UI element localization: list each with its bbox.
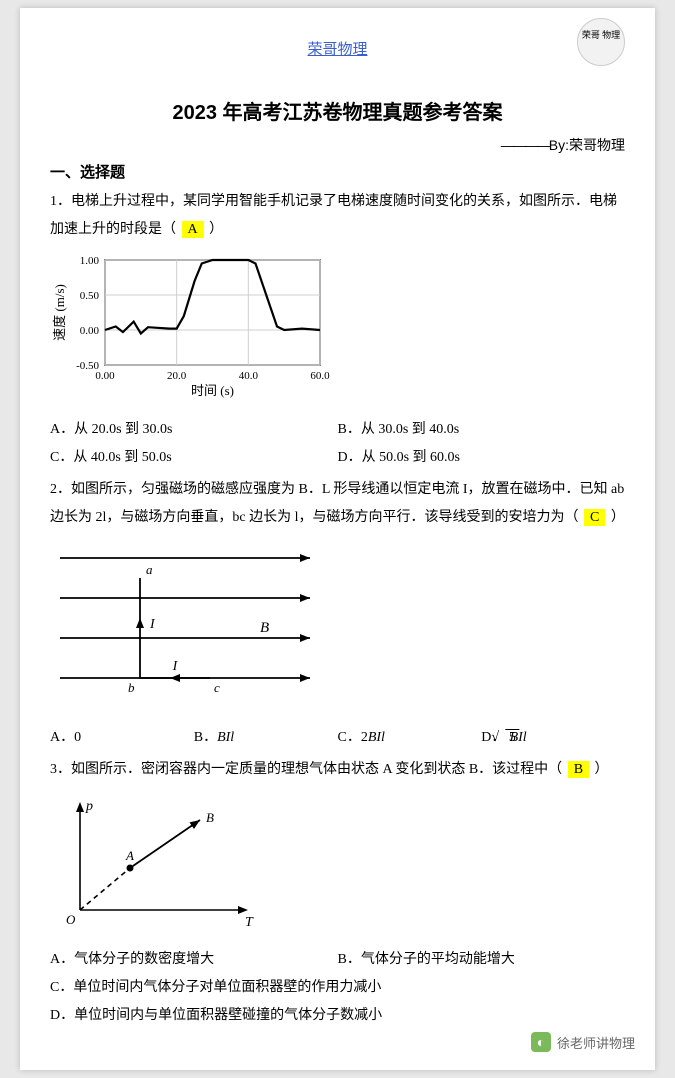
q3-answer: B: [568, 761, 589, 778]
byline-text: By:荣哥物理: [549, 137, 625, 153]
q1-answer: A: [182, 221, 204, 238]
q3-stem-a: 3．如图所示．密闭容器内一定质量的理想气体由状态 A 变化到状态 B．该过程中（: [50, 762, 562, 777]
svg-text:B: B: [206, 810, 214, 825]
q1-opt-a: A．从 20.0s 到 30.0s: [50, 416, 338, 444]
svg-text:60.0: 60.0: [310, 370, 330, 382]
q2-stem-b: ）: [611, 510, 625, 525]
svg-text:B: B: [260, 620, 269, 636]
q3-stem-b: ）: [595, 762, 609, 777]
svg-text:a: a: [146, 562, 153, 577]
watermark: ◐ 徐老师讲物理: [531, 1032, 635, 1052]
watermark-text: 徐老师讲物理: [557, 1033, 635, 1052]
svg-text:T: T: [245, 915, 254, 930]
svg-text:I: I: [149, 617, 156, 632]
q2-options: A．0 B．BIl C．2BIl D． 5 √ BIl: [50, 724, 625, 752]
q1-opt-b: B．从 30.0s 到 40.0s: [338, 416, 626, 444]
svg-text:O: O: [66, 912, 76, 927]
q2-opt-c: C．2BIl: [338, 724, 482, 752]
q3-opt-a: A．气体分子的数密度增大: [50, 946, 338, 974]
q2-answer: C: [584, 509, 605, 526]
svg-text:0.00: 0.00: [80, 325, 100, 337]
svg-text:b: b: [128, 680, 135, 695]
q2-opt-d: D． 5 √ BIl: [481, 724, 625, 752]
q1-options: A．从 20.0s 到 30.0s B．从 30.0s 到 40.0s C．从 …: [50, 416, 625, 472]
q3-opt-c: C．单位时间内气体分子对单位面积器壁的作用力减小: [50, 974, 625, 1002]
svg-text:1.00: 1.00: [80, 255, 100, 267]
q3-diagram: Op T A B: [50, 790, 270, 940]
svg-text:40.0: 40.0: [239, 370, 259, 382]
brand-logo: 荣哥 物理: [577, 18, 625, 66]
svg-text:时间 (s): 时间 (s): [191, 383, 234, 398]
q3-text: 3．如图所示．密闭容器内一定质量的理想气体由状态 A 变化到状态 B．该过程中（…: [50, 756, 625, 784]
q3-options: A．气体分子的数密度增大 B．气体分子的平均动能增大 C．单位时间内气体分子对单…: [50, 946, 625, 1030]
svg-text:c: c: [214, 680, 220, 695]
q2-opt-a: A．0: [50, 724, 194, 752]
q2-text: 2．如图所示，匀强磁场的磁感应强度为 B．L 形导线通以恒定电流 I，放置在磁场…: [50, 476, 625, 532]
header: 荣哥物理 荣哥 物理: [50, 28, 625, 76]
svg-text:0.50: 0.50: [80, 290, 100, 302]
q1-stem-a: 1．电梯上升过程中，某同学用智能手机记录了电梯速度随时间变化的关系，如图所示．电…: [50, 194, 617, 237]
svg-text:速度 (m/s): 速度 (m/s): [52, 284, 67, 341]
svg-text:p: p: [85, 799, 93, 814]
q1-opt-d: D．从 50.0s 到 60.0s: [338, 444, 626, 472]
byline-dashes: ————: [501, 137, 549, 153]
section-heading: 一、选择题: [50, 161, 625, 182]
svg-text:20.0: 20.0: [167, 370, 187, 382]
q3-opt-d: D．单位时间内与单位面积器壁碰撞的气体分子数减小: [50, 1002, 625, 1030]
q1-stem-b: ）: [209, 222, 223, 237]
byline: ————By:荣哥物理: [50, 135, 625, 155]
svg-text:A: A: [125, 848, 134, 863]
q2-stem-a: 2．如图所示，匀强磁场的磁感应强度为 B．L 形导线通以恒定电流 I，放置在磁场…: [50, 482, 624, 525]
q1-opt-c: C．从 40.0s 到 50.0s: [50, 444, 338, 472]
svg-text:-0.50: -0.50: [76, 360, 99, 372]
q2-opt-b: B．BIl: [194, 724, 338, 752]
q1-chart: 0.0020.040.060.0-0.500.000.501.00时间 (s)速…: [50, 250, 330, 410]
wechat-icon: ◐: [531, 1032, 551, 1052]
q1-text: 1．电梯上升过程中，某同学用智能手机记录了电梯速度随时间变化的关系，如图所示．电…: [50, 188, 625, 244]
svg-text:I: I: [172, 659, 179, 674]
q3-opt-b: B．气体分子的平均动能增大: [338, 946, 626, 974]
page: 荣哥物理 荣哥 物理 2023 年高考江苏卷物理真题参考答案 ————By:荣哥…: [20, 8, 655, 1070]
brand-name: 荣哥物理: [50, 28, 625, 59]
page-title: 2023 年高考江苏卷物理真题参考答案: [50, 96, 625, 125]
q2-diagram: I Ia b c B: [50, 538, 330, 718]
